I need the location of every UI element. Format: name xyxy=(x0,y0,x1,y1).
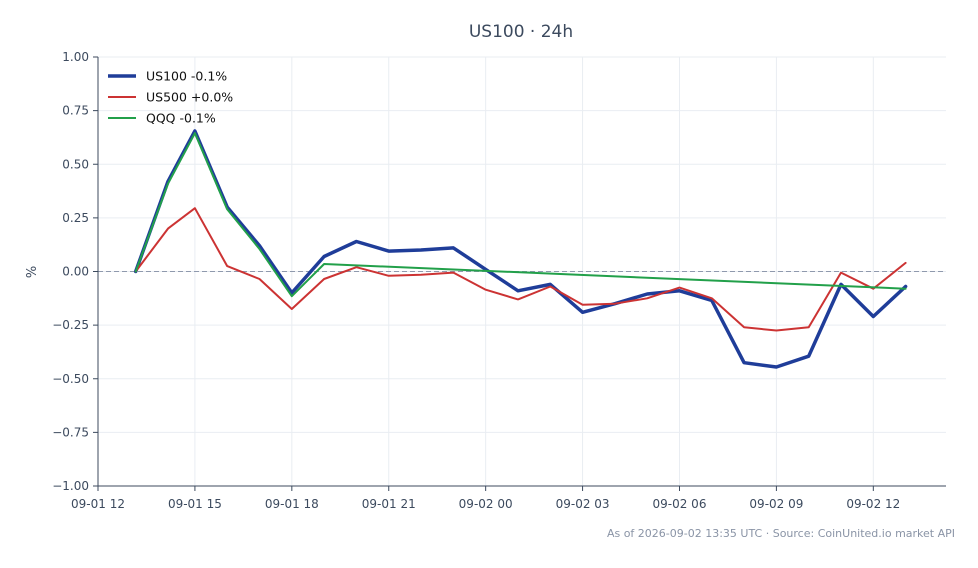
y-tick-label: 0.50 xyxy=(62,157,89,171)
y-tick-label: −0.75 xyxy=(52,425,89,439)
legend-label: US500 +0.0% xyxy=(146,90,233,105)
x-tick-label: 09-01 15 xyxy=(168,497,222,511)
x-tick-label: 09-02 03 xyxy=(556,497,610,511)
series-lines xyxy=(133,129,908,369)
y-tick-label: 0.25 xyxy=(62,211,89,225)
y-tick-label: 1.00 xyxy=(62,50,89,64)
legend-label: US100 -0.1% xyxy=(146,69,227,84)
series-line-0 xyxy=(133,129,908,369)
x-tick-label: 09-02 12 xyxy=(846,497,900,511)
y-tick-label: −1.00 xyxy=(52,479,89,493)
x-tick-label: 09-02 06 xyxy=(653,497,707,511)
axes: 1.00 0.75 0.50 0.25 0.00 −0.25 −0.50 −0.75 −1.00… xyxy=(52,50,946,511)
y-tick-label: −0.50 xyxy=(52,372,89,386)
x-tick-label: 09-02 09 xyxy=(749,497,803,511)
legend: US100 -0.1% US500 +0.0% QQQ -0.1% xyxy=(108,69,233,126)
x-tick-label: 09-02 00 xyxy=(459,497,513,511)
x-tick-label: 09-01 21 xyxy=(362,497,416,511)
x-tick-label: 09-01 18 xyxy=(265,497,319,511)
series-line-1 xyxy=(134,207,907,332)
y-tick-label: 0.00 xyxy=(62,265,89,279)
y-tick-label: −0.25 xyxy=(52,318,89,332)
source-note: As of 2026-09-02 13:35 UTC · Source: Coi… xyxy=(607,527,955,540)
y-axis-label: % xyxy=(25,266,40,278)
chart-title: US100 · 24h xyxy=(469,22,573,42)
x-tick-label: 09-01 12 xyxy=(71,497,125,511)
y-tick-label: 0.75 xyxy=(62,104,89,118)
series-line-2 xyxy=(134,132,907,298)
legend-label: QQQ -0.1% xyxy=(146,111,216,126)
